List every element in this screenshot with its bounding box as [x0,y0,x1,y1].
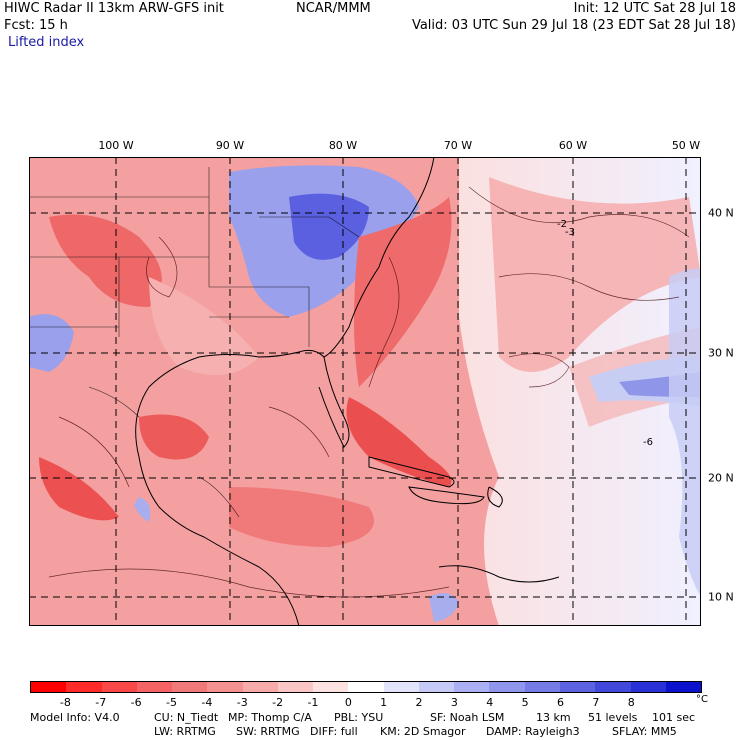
lon-label: 90 W [215,139,245,152]
footer-item: SW: RRTMG [236,725,300,738]
colorbar-swatch [172,682,208,692]
stable-core [289,193,369,260]
lat-lon-grid [29,157,701,626]
lat-label: 40 N [708,206,734,220]
colorbar-swatch [595,682,631,692]
map-frame [29,157,701,626]
unstable-area-plains [49,214,162,307]
colorbar-swatch [524,682,560,692]
stable-area [669,268,701,597]
contour-label: -2 [557,219,567,230]
colorbar-tick-label: 5 [521,696,529,709]
colorbar-swatch [313,682,349,692]
stable-area-west [29,314,74,372]
moderate-area [149,277,259,375]
footer-item: KM: 2D Smagor [380,725,466,738]
footer-item: SF: Noah LSM [430,711,505,724]
footer-item: MP: Thomp C/A [228,711,312,724]
colorbar-swatch [418,682,455,692]
colorbar-swatch [489,682,525,692]
lifted-index-map: -2 -3 -6 [29,157,701,626]
colorbar-tick-label: -2 [272,696,284,709]
unstable-area-coast [354,197,452,387]
colorbar-swatch [454,682,490,692]
footer-item: 101 sec [652,711,696,724]
footer-item: DAMP: Rayleigh3 [486,725,580,738]
colorbar-tick-label: 7 [592,696,600,709]
colorbar-swatch [630,682,666,692]
lat-label: 10 N [708,590,734,604]
colorbar-tick-label: -3 [236,696,248,709]
colorbar-tick-label: -7 [95,696,107,709]
colorbar-tick-label: 8 [627,696,635,709]
init-time: Init: 12 UTC Sat 28 Jul 18 [573,1,736,16]
colorbar-swatch [665,682,702,692]
colorbar-tick-label: 4 [486,696,494,709]
lon-label: 70 W [443,139,473,152]
stable-area-mexico [134,497,151,522]
colorbar-swatch [242,682,278,692]
lat-label: 20 N [708,471,734,485]
unstable-area-pacific [39,457,119,521]
colorbar-tick-label: -1 [307,696,319,709]
footer-item: LW: RRTMG [154,725,216,738]
li-contours [48,186,690,598]
contour-label: -6 [643,437,653,448]
colorbar-swatch [101,682,137,692]
footer-item: Model Info: V4.0 [30,711,120,724]
lat-label: 30 N [708,346,734,360]
colorbar-swatch [348,682,384,692]
colorbar-tick-label: -8 [59,696,71,709]
atlantic-band [489,177,701,372]
colorbar-swatch [207,682,243,692]
colorbar-swatch [66,682,102,692]
footer-item: 51 levels [588,711,638,724]
unstable-area-gulf [139,414,209,460]
political-borders [29,167,360,518]
colorbar-swatch [277,682,314,692]
colorbar-tick-label: 3 [450,696,458,709]
lon-label: 50 W [671,139,701,152]
colorbar-tick-label: 6 [557,696,565,709]
contour-label: -3 [565,227,575,238]
footer-item: CU: N_Tiedt [154,711,219,724]
field-name: Lifted index [8,35,85,50]
footer-item: DIFF: full [310,725,358,738]
colorbar-unit: °C [696,694,708,705]
colorbar-tick-label: -4 [201,696,213,709]
coastlines [135,157,560,626]
stable-area-south [429,593,459,622]
colorbar-tick-label: -5 [165,696,177,709]
footer-item: PBL: YSU [334,711,384,724]
lon-label: 60 W [558,139,588,152]
forecast-hour: Fcst: 15 h [4,18,68,33]
colorbar-tick-label: -6 [130,696,142,709]
colorbar-swatch [559,682,596,692]
lon-label: 100 W [98,139,134,152]
colorbar [30,681,702,693]
footer-item: SFLAY: MM5 [612,725,677,738]
footer-item: 13 km [536,711,571,724]
colorbar-tick-label: 2 [415,696,423,709]
organization-label: NCAR/MMM [296,1,371,16]
colorbar-tick-label: 1 [380,696,388,709]
model-title: HIWC Radar II 13km ARW-GFS init [4,1,224,16]
valid-time: Valid: 03 UTC Sun 29 Jul 18 (23 EDT Sat … [411,18,736,33]
colorbar-swatch [136,682,173,692]
unstable-area-caribbean [229,487,374,547]
unstable-area-bahamas [346,397,452,487]
colorbar-swatch [31,682,67,692]
colorbar-swatch [383,682,419,692]
colorbar-tick-label: 0 [344,696,352,709]
lon-label: 80 W [328,139,358,152]
